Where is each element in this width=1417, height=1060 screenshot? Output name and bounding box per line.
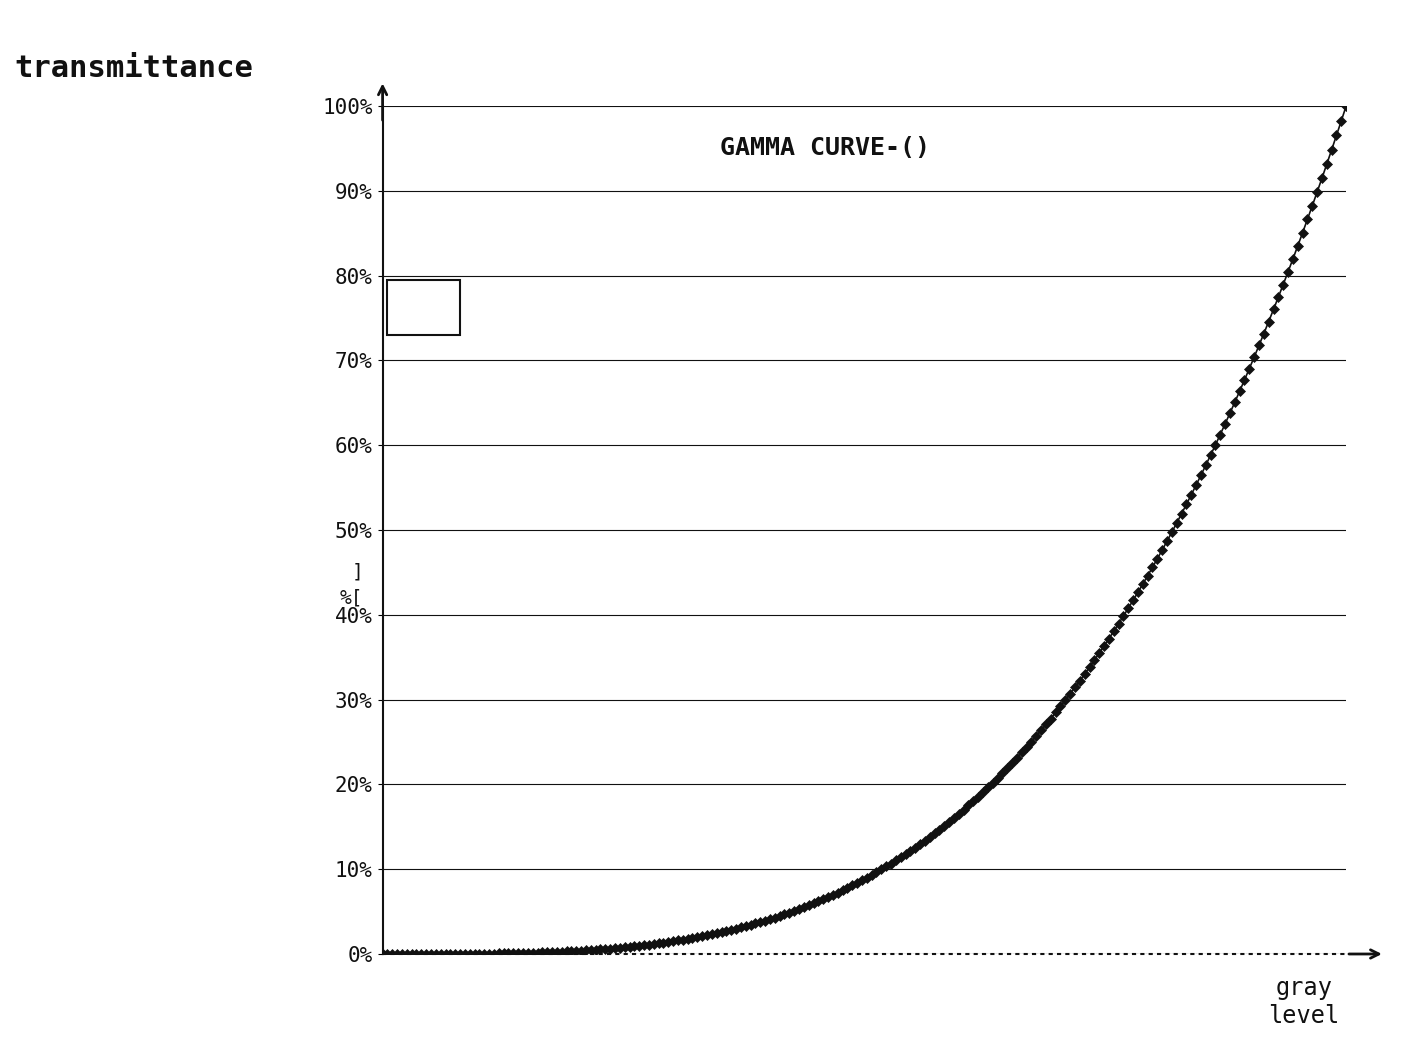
Text: %[: %[ xyxy=(340,588,363,607)
FancyBboxPatch shape xyxy=(387,280,459,335)
Text: transmittance: transmittance xyxy=(14,54,254,84)
Text: gray
level: gray level xyxy=(1268,976,1339,1027)
Text: GAMMA CURVE-(): GAMMA CURVE-() xyxy=(720,137,930,160)
Text: ]: ] xyxy=(351,563,363,582)
